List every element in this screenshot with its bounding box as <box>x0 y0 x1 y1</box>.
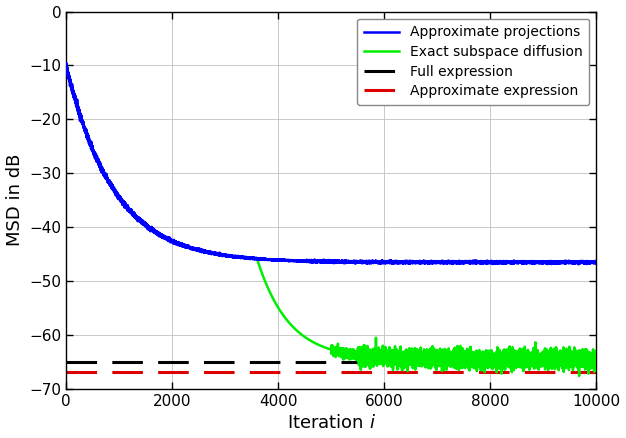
Exact subspace diffusion <box>428 354 436 360</box>
Line: Exact subspace diffusion: Exact subspace diffusion <box>66 65 597 376</box>
Approximate projections <box>372 259 379 265</box>
Legend: Approximate projections, Exact subspace diffusion, Full expression, Approximate : Approximate projections, Exact subspace … <box>357 18 590 105</box>
Approximate projections <box>428 260 436 265</box>
Exact subspace diffusion <box>567 357 575 362</box>
Exact subspace diffusion <box>575 373 583 378</box>
Approximate projections <box>575 261 582 267</box>
Approximate projections <box>421 260 429 265</box>
Approximate projections <box>116 197 124 202</box>
Y-axis label: MSD in dB: MSD in dB <box>6 154 24 247</box>
Approximate projections <box>63 62 70 67</box>
Exact subspace diffusion <box>593 355 600 360</box>
Approximate projections <box>593 260 600 265</box>
Exact subspace diffusion <box>116 197 124 202</box>
Approximate projections <box>567 260 575 265</box>
X-axis label: Iteration $i$: Iteration $i$ <box>287 414 376 432</box>
Exact subspace diffusion <box>166 237 173 243</box>
Exact subspace diffusion <box>421 359 429 364</box>
Approximate projections <box>166 237 173 242</box>
Exact subspace diffusion <box>372 351 379 357</box>
Approximate projections <box>63 60 70 66</box>
Line: Approximate projections: Approximate projections <box>66 63 597 264</box>
Exact subspace diffusion <box>63 63 70 68</box>
